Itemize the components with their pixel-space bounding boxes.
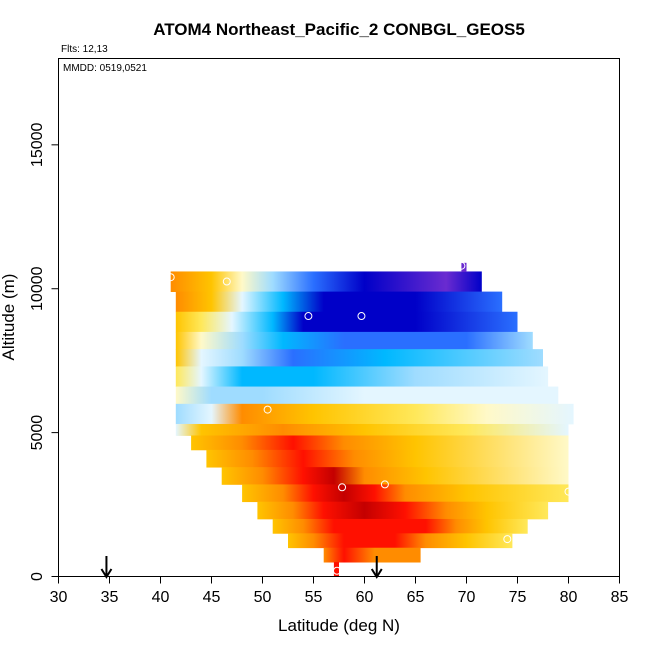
observation-marker [166,273,175,282]
y-axis-label: Altitude (m) [0,274,18,361]
y-axis: 0 5000 10000 15000 [29,122,59,581]
observation-marker [528,316,537,325]
flight-arrows [100,556,383,579]
flight-arrow [370,556,383,579]
heatmap-layer [206,449,569,468]
flights-label: Flts: 12,13 [61,44,108,55]
plot-frame [58,58,620,577]
heatmap-layer [323,547,421,563]
x-tick-label: 70 [458,589,476,606]
x-tick-label: 40 [152,589,170,606]
observation-marker [564,487,573,496]
y-tick-label: 15000 [29,122,46,167]
heatmap-layer [333,562,339,577]
heatmap-layer [242,484,569,503]
heatmap-layers [170,262,574,577]
x-tick-label: 85 [611,589,629,606]
chart-title: ATOM4 Northeast_Pacific_2 CONBGL_GEOS5 [153,20,525,39]
heatmap-layer [257,501,549,520]
dates-label: MMDD: 0519,0521 [63,63,147,74]
x-tick-label: 80 [560,589,578,606]
x-tick-label: 60 [356,589,374,606]
heatmap-layer [461,262,467,272]
flight-arrow [100,556,113,579]
heatmap-layer [175,403,574,425]
observation-marker [503,535,512,544]
observation-marker [357,312,366,321]
heatmap-layer [175,349,544,367]
observation-marker [338,483,347,492]
x-tick-label: 45 [203,589,221,606]
observation-marker [332,566,341,575]
observation-marker [304,312,313,321]
x-axis-label: Latitude (deg N) [278,616,400,635]
x-tick-label: 35 [101,589,119,606]
heatmap-layer [175,331,533,350]
observation-marker [263,405,272,414]
x-axis: 30 35 40 45 50 55 60 65 70 75 80 85 [50,576,629,606]
heatmap-layer [175,386,559,405]
heatmap-layer [175,291,503,313]
x-tick-label: 50 [254,589,272,606]
heatmap-layer [191,435,569,451]
heatmap-layer [272,518,528,534]
y-tick-label: 5000 [29,415,46,451]
heatmap-layer [175,423,569,436]
y-tick-label: 0 [29,572,46,581]
x-tick-label: 30 [50,589,68,606]
heatmap-layer [175,311,518,333]
x-tick-label: 75 [509,589,527,606]
x-tick-label: 65 [407,589,425,606]
observation-marker [222,277,231,286]
heatmap-layer [288,533,513,549]
heatmap-layer [170,271,482,292]
observation-marker [380,480,389,489]
observation-marker [457,261,466,270]
heatmap-layer [175,366,549,387]
observation-markers [166,261,573,575]
y-tick-label: 10000 [29,266,46,311]
heatmap-layer [221,467,569,485]
x-tick-label: 55 [305,589,323,606]
